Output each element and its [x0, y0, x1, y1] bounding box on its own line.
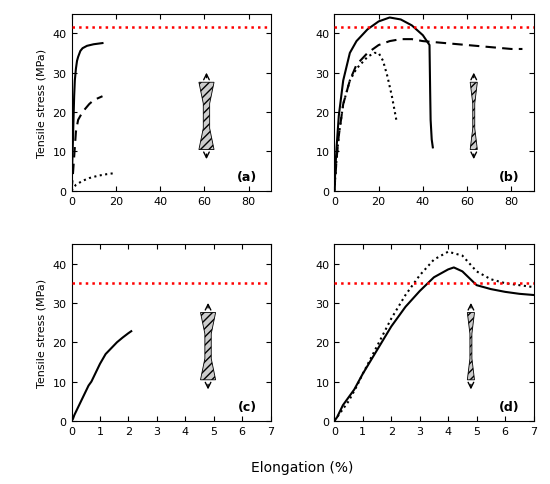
Y-axis label: Tensile stress (MPa): Tensile stress (MPa) — [37, 278, 47, 387]
Text: (d): (d) — [499, 400, 520, 413]
Polygon shape — [201, 313, 216, 380]
Text: (c): (c) — [238, 400, 257, 413]
Text: (b): (b) — [499, 171, 520, 183]
Text: Elongation (%): Elongation (%) — [251, 460, 354, 474]
Polygon shape — [199, 83, 214, 150]
Y-axis label: Tensile stress (MPa): Tensile stress (MPa) — [37, 48, 47, 157]
Polygon shape — [468, 313, 475, 380]
Text: (a): (a) — [236, 171, 257, 183]
Polygon shape — [470, 83, 477, 150]
